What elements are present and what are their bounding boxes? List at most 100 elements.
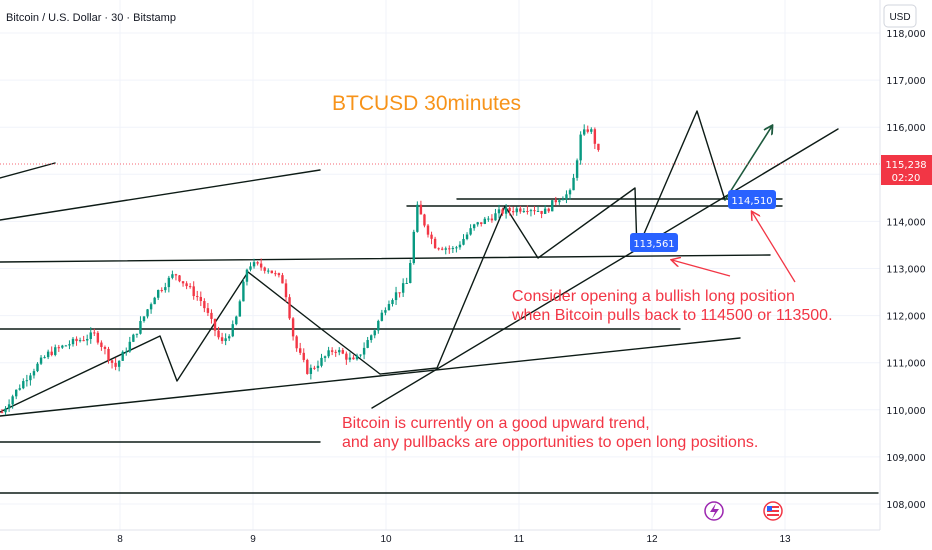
candle-body: [529, 210, 533, 212]
candle-body: [558, 200, 561, 203]
candle-body: [412, 231, 415, 264]
candle-body: [526, 210, 529, 212]
candle-body: [146, 309, 149, 317]
candle-body: [7, 404, 11, 409]
dividends-event-icon[interactable]: [704, 501, 724, 521]
level-label-114510[interactable]: 114,510: [728, 190, 776, 209]
candle-body: [57, 347, 60, 349]
candle-body: [18, 388, 21, 390]
candle-body: [82, 340, 85, 342]
us-flag-event-icon[interactable]: [763, 501, 783, 521]
candle-body: [348, 357, 352, 360]
candle-body: [142, 316, 146, 322]
time-tick-label: 13: [779, 534, 791, 545]
candle-body: [71, 338, 75, 345]
candle-body: [192, 286, 195, 297]
candle-body: [355, 355, 359, 360]
candle-body: [590, 129, 593, 132]
candle-body: [377, 320, 380, 331]
annotation-trend-line1: Bitcoin is currently on a good upward tr…: [342, 415, 650, 432]
candle-body: [231, 324, 234, 337]
candle-body: [139, 321, 142, 334]
candle-body: [117, 360, 121, 367]
candle-body: [11, 396, 14, 405]
candle-body: [29, 375, 32, 381]
candle-body: [274, 273, 277, 275]
annotation-trend-line2: and any pullbacks are opportunities to o…: [342, 434, 758, 451]
candle-body: [167, 277, 171, 288]
price-tick-label: 117,000: [886, 76, 925, 87]
candle-body: [153, 297, 156, 305]
candle-body: [188, 286, 192, 288]
candle-body: [196, 296, 199, 298]
candle-body: [203, 301, 206, 309]
candle-body: [93, 332, 96, 334]
candle-body: [125, 351, 128, 353]
candle-body: [114, 362, 117, 367]
price-tick-label: 113,000: [886, 265, 925, 276]
candle-body: [593, 129, 597, 144]
candle-body: [444, 248, 447, 250]
candle-body: [302, 352, 305, 360]
candle-body: [199, 296, 202, 302]
candle-body: [501, 209, 504, 214]
price-axis[interactable]: [880, 0, 932, 530]
candle-body: [490, 218, 494, 221]
candle-body: [515, 208, 518, 213]
candle-body: [583, 129, 586, 135]
candle-body: [483, 218, 486, 224]
candle-body: [465, 234, 469, 239]
price-tick-label: 114,000: [886, 217, 925, 228]
candle-body: [551, 200, 554, 212]
price-tick-label: 118,000: [886, 29, 925, 40]
upper-trendline: [0, 169, 321, 221]
candle-body: [107, 348, 110, 361]
level-label-113561[interactable]: 113,561: [630, 233, 678, 252]
chart-title: BTCUSD 30minutes: [332, 92, 521, 115]
candle-body: [341, 350, 344, 354]
candle-body: [238, 301, 242, 317]
candle-body: [263, 267, 266, 271]
candle-body: [43, 357, 46, 359]
candle-body: [110, 360, 114, 363]
annotation-arrow-113561: [672, 260, 731, 277]
candle-body: [313, 367, 316, 369]
candle-body: [430, 234, 433, 239]
upper-trendline-left: [0, 162, 56, 179]
candle-body: [398, 292, 401, 294]
candle-body: [96, 332, 100, 343]
candle-body: [78, 340, 82, 342]
candle-body: [164, 287, 167, 291]
candle-body: [185, 283, 188, 287]
candle-body: [387, 304, 391, 311]
candle-body: [448, 248, 451, 250]
candle-body: [572, 177, 575, 191]
candle-body: [480, 222, 483, 224]
time-axis-ticks: 8 9 10 11 12 13: [117, 534, 791, 545]
candle-body: [277, 273, 281, 276]
symbol-title: Bitcoin / U.S. Dollar · 30 · Bitstamp: [6, 12, 176, 24]
candle-body: [157, 290, 160, 298]
candle-body: [320, 357, 323, 366]
candle-body: [409, 263, 412, 283]
candle-body: [433, 238, 437, 249]
candle-body: [540, 210, 543, 214]
candle-body: [401, 283, 405, 293]
candle-body: [416, 204, 419, 232]
candle-body: [252, 262, 256, 267]
candle-body: [149, 304, 153, 310]
candle-body: [206, 308, 210, 313]
candle-body: [75, 338, 78, 342]
resistance-line-113200: [0, 254, 771, 263]
candle-body: [568, 190, 572, 195]
candle-body: [178, 275, 181, 282]
time-tick-label: 11: [514, 534, 525, 545]
currency-button[interactable]: USD: [883, 4, 917, 28]
candle-body: [25, 380, 29, 382]
candle-body: [362, 347, 366, 355]
annotation-long-position-line1: Consider opening a bullish long position: [512, 288, 795, 305]
candle-body: [543, 208, 547, 214]
candle-body: [171, 274, 174, 278]
candle-body: [220, 337, 224, 342]
